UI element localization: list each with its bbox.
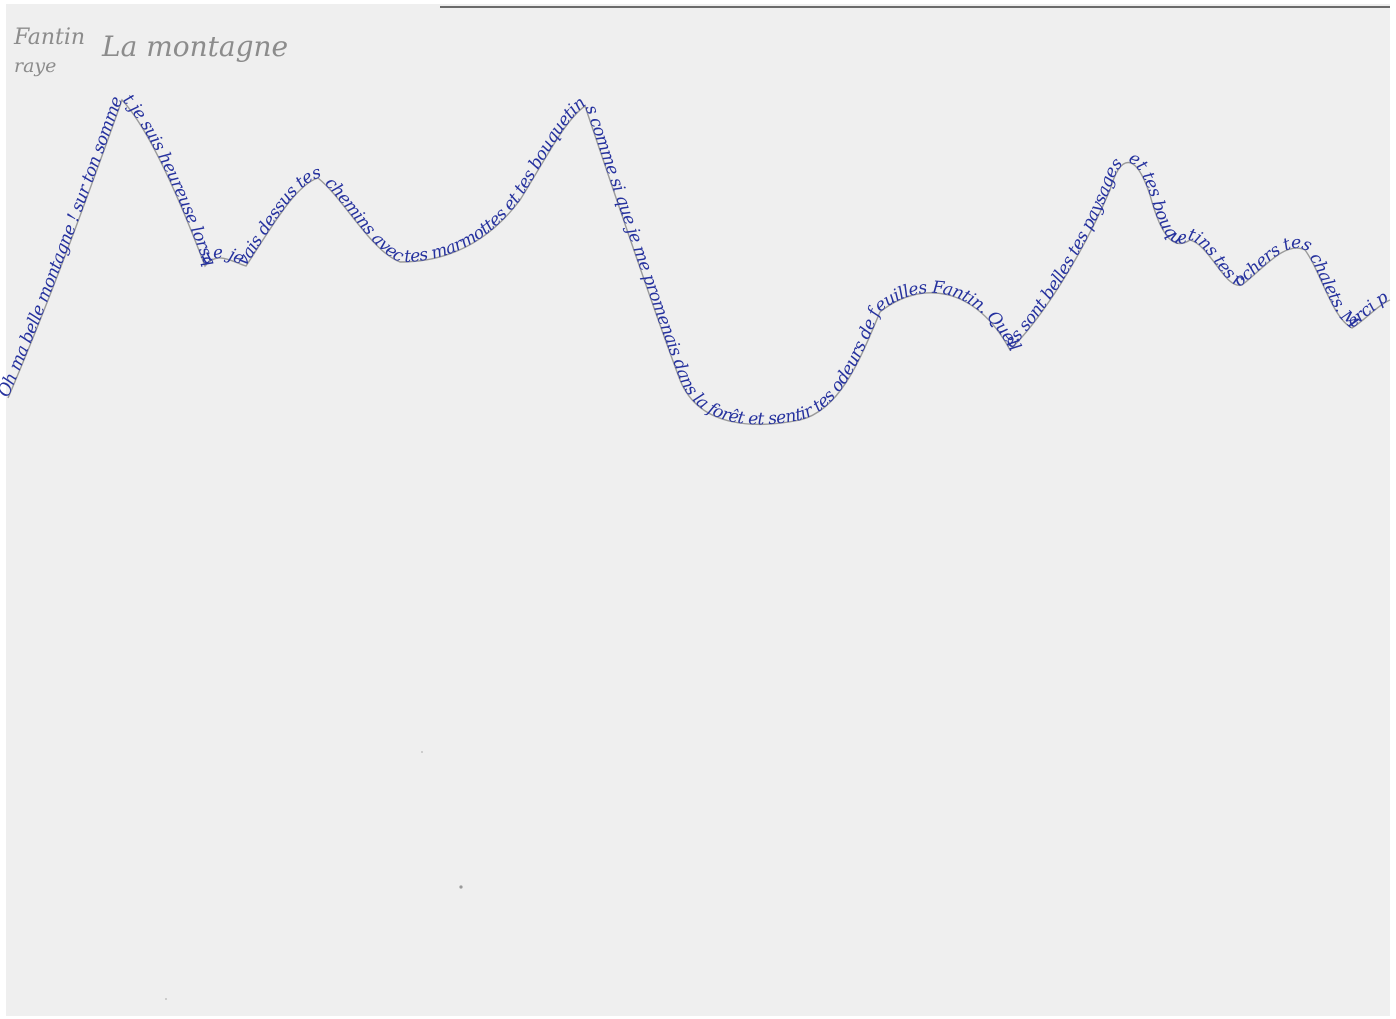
top-edge-line	[440, 6, 1390, 8]
stray-dot	[459, 885, 463, 889]
poem-text-path: Oh ma belle montagne ! sur ton sommet je…	[0, 0, 1393, 429]
author-first-name: Fantin	[13, 25, 85, 50]
poem-text-on-path: Oh ma belle montagne ! sur ton sommet je…	[0, 0, 1392, 429]
author-second-name: raye	[14, 55, 56, 77]
stray-dot	[165, 998, 167, 1000]
paper-background	[6, 4, 1390, 1016]
poem-title: La montagne	[101, 30, 288, 63]
stray-dot	[421, 751, 423, 753]
mountain-outline	[7, 98, 1391, 426]
